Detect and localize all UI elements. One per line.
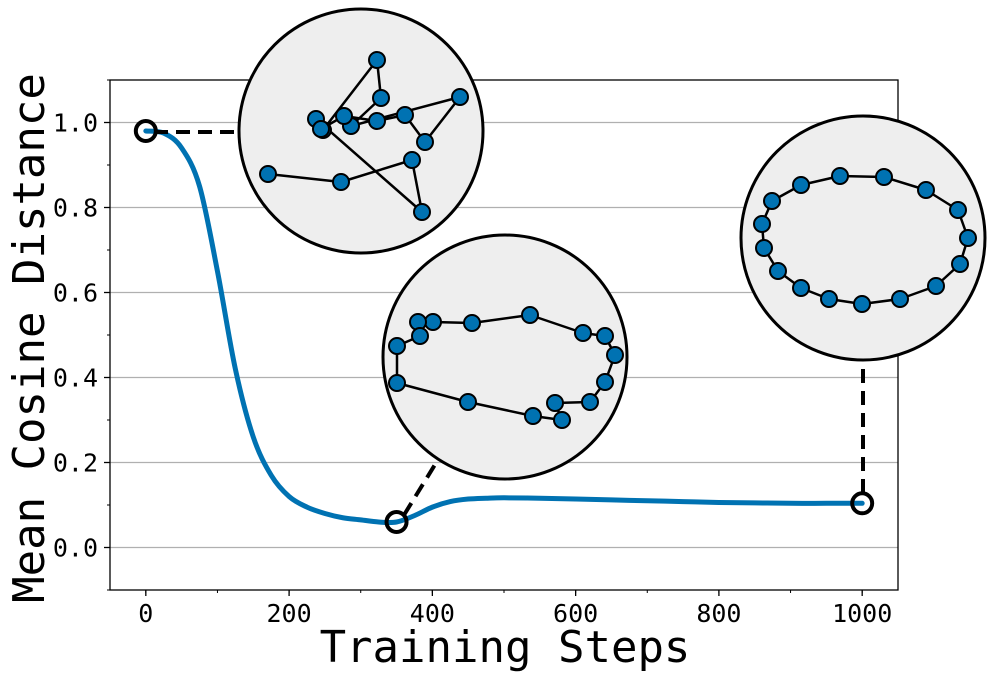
y-tick-label: 0.8 (53, 194, 98, 223)
inset-node (335, 107, 353, 125)
inset-node (521, 306, 539, 324)
inset-graph (739, 114, 987, 362)
inset-node (451, 88, 469, 106)
y-axis-title: Mean Cosine Distance (4, 73, 55, 603)
inset-node (368, 51, 386, 69)
inset-node (596, 373, 614, 391)
inset-node (424, 313, 442, 331)
inset-node (553, 411, 571, 429)
inset-circle (739, 114, 987, 362)
x-tick-label: 600 (553, 599, 598, 628)
curve-layer (143, 128, 865, 526)
inset-node (403, 151, 421, 169)
y-tick-label: 0.4 (53, 364, 98, 393)
highlight-marker (384, 510, 409, 534)
inset-node (332, 173, 350, 191)
inset-node (396, 106, 414, 124)
inset-node (763, 192, 781, 210)
inset-node (755, 239, 773, 257)
x-tick-label: 200 (267, 599, 312, 628)
inset-node (413, 203, 431, 221)
inset-node (949, 201, 967, 219)
inset-circle (381, 233, 629, 481)
x-tick-label: 800 (696, 599, 741, 628)
inset-node (951, 255, 969, 273)
x-tick-label: 1000 (832, 599, 892, 628)
inset-graph (237, 7, 485, 255)
inset-node (259, 165, 277, 183)
loss-curve (143, 128, 865, 526)
inset-node (411, 327, 429, 345)
inset-node (831, 167, 849, 185)
inset-node (546, 394, 564, 412)
inset-node (792, 176, 810, 194)
inset-graph (381, 233, 629, 481)
inset-node (388, 374, 406, 392)
inset-node (891, 290, 909, 308)
highlight-marker (133, 119, 158, 143)
inset-node (917, 181, 935, 199)
inset-node (753, 215, 771, 233)
inset-node (416, 133, 434, 151)
y-tick-label: 0.2 (53, 449, 98, 478)
inset-node (459, 393, 477, 411)
y-tick-label: 1.0 (53, 109, 98, 138)
inset-node (875, 168, 893, 186)
inset-node (606, 346, 624, 364)
inset-connectors (154, 130, 865, 517)
inset-connector (402, 461, 438, 517)
inset-node (574, 324, 592, 342)
inset-node (312, 120, 330, 138)
highlight-markers (133, 119, 875, 534)
inset-node (596, 327, 614, 345)
inset-node (769, 262, 787, 280)
inset-node (959, 229, 977, 247)
inset-node (368, 112, 386, 130)
inset-node (524, 407, 542, 425)
inset-node (388, 337, 406, 355)
x-tick-label: 0 (138, 599, 153, 628)
x-tick-label: 400 (410, 599, 455, 628)
inset-node (853, 295, 871, 313)
y-tick-label: 0.0 (53, 534, 98, 563)
axis-ticks: 0.0 0.2 0.4 0.6 0.8 1.0 0 200 400 600 800 1000 (53, 79, 892, 628)
highlight-marker (850, 491, 875, 516)
inset-node (581, 393, 599, 411)
y-tick-label: 0.6 (53, 279, 98, 308)
inset-node (372, 89, 390, 107)
x-axis-title: Training Steps (320, 622, 691, 673)
inset-node (820, 290, 838, 308)
inset-node (792, 279, 810, 297)
inset-node (463, 314, 481, 332)
inset-circle (237, 7, 485, 255)
inset-graphs (237, 7, 987, 481)
inset-node (927, 277, 945, 295)
